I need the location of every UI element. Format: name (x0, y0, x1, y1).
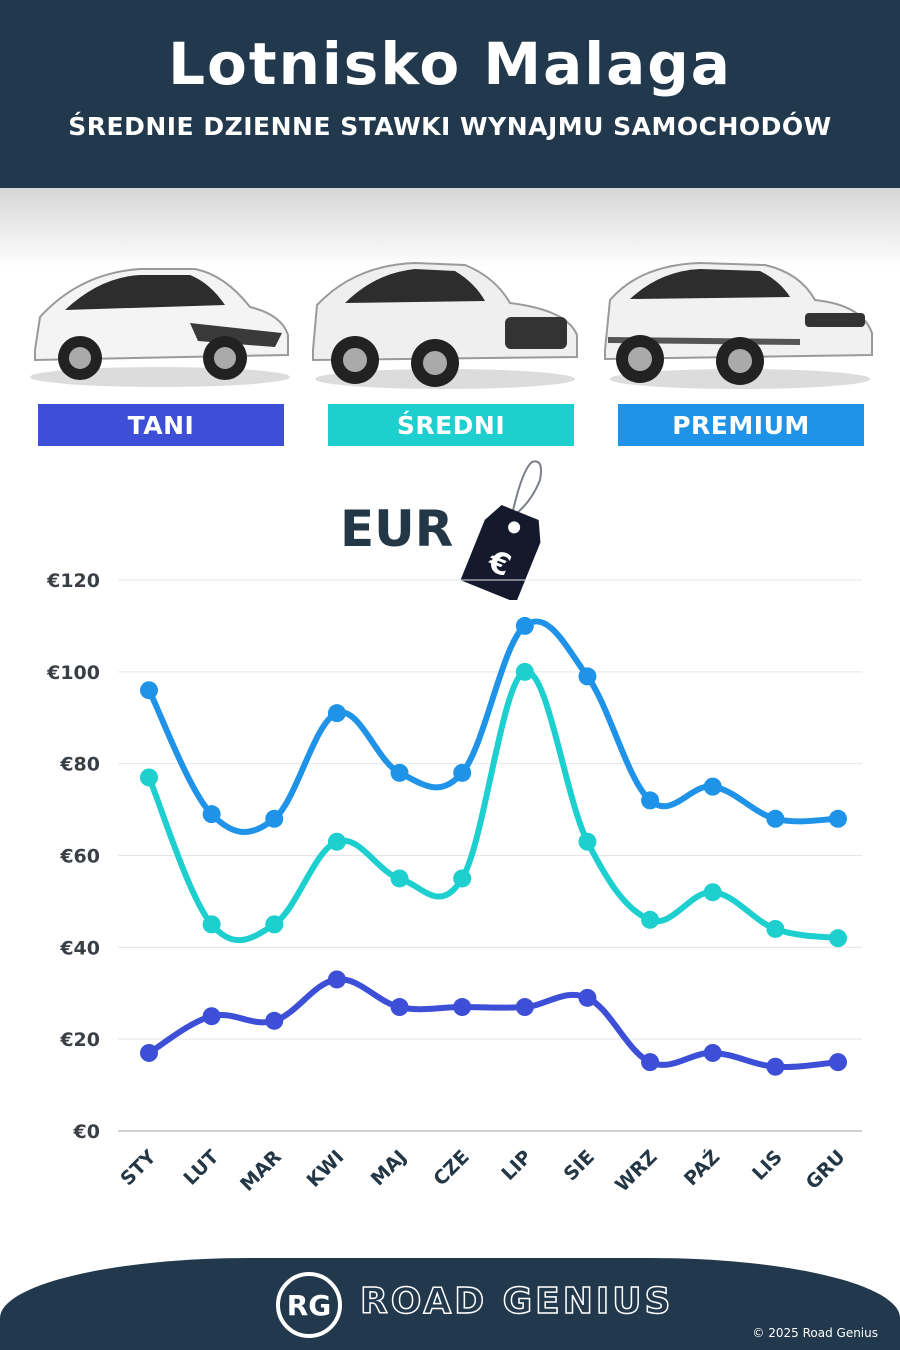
y-tick-label: €100 (46, 662, 100, 684)
data-point-premium (390, 763, 409, 782)
data-point-premium (453, 763, 472, 782)
data-point-sredni (641, 910, 660, 929)
data-point-sredni (829, 929, 847, 948)
data-point-premium (265, 809, 284, 828)
y-tick-label: €40 (59, 937, 100, 959)
data-point-tani (515, 998, 534, 1017)
data-point-tani (202, 1007, 221, 1026)
data-point-premium (578, 667, 597, 686)
x-tick-label: LIS (748, 1146, 787, 1185)
data-point-sredni (202, 915, 221, 934)
data-point-sredni (265, 915, 284, 934)
data-point-tani (453, 998, 472, 1017)
data-point-sredni (515, 662, 534, 681)
page-subtitle: ŚREDNIE DZIENNE STAWKI WYNAJMU SAMOCHODÓ… (68, 112, 832, 141)
x-tick-label: PAŹ (679, 1145, 724, 1190)
hatchback-car-icon (20, 255, 300, 395)
data-point-sredni (453, 869, 472, 888)
price-tag-icon: € (460, 460, 542, 600)
data-point-premium (703, 777, 722, 796)
data-point-sredni (578, 832, 597, 851)
currency-label: EUR (340, 500, 454, 558)
y-tick-label: €60 (59, 846, 100, 868)
header-banner: Lotnisko Malaga ŚREDNIE DZIENNE STAWKI W… (0, 0, 900, 188)
header-shadow (0, 188, 900, 268)
data-point-sredni (327, 832, 346, 851)
data-point-premium (327, 704, 346, 723)
category-badge-premium: PREMIUM (618, 404, 864, 446)
x-tick-label: LUT (179, 1146, 223, 1190)
data-point-tani (578, 988, 597, 1007)
data-point-tani (766, 1057, 785, 1076)
data-point-tani (140, 1043, 158, 1062)
data-point-premium (140, 681, 158, 700)
y-tick-label: €80 (59, 754, 100, 776)
series-line-sredni (146, 668, 841, 944)
suv-car-icon (305, 255, 585, 395)
data-point-tani (703, 1043, 722, 1062)
x-tick-label: SIE (560, 1146, 599, 1185)
category-badge-sredni: ŚREDNI (328, 404, 574, 446)
copyright: © 2025 Road Genius (752, 1326, 878, 1340)
data-point-premium (515, 616, 534, 635)
data-point-sredni (703, 883, 722, 902)
footer-bar (0, 1258, 900, 1350)
data-point-tani (265, 1011, 284, 1030)
x-tick-label: MAR (236, 1146, 286, 1196)
data-point-premium (766, 809, 785, 828)
data-point-tani (829, 1053, 847, 1072)
road-genius-logo: RG (276, 1272, 342, 1338)
data-point-premium (829, 809, 847, 828)
category-badge-tani: TANI (38, 404, 284, 446)
data-point-tani (327, 970, 346, 989)
y-tick-label: €120 (46, 570, 100, 592)
y-tick-label: €0 (73, 1121, 100, 1143)
x-tick-label: GRU (802, 1146, 850, 1194)
x-tick-label: STY (116, 1146, 160, 1190)
data-point-sredni (140, 768, 158, 787)
data-point-sredni (390, 869, 409, 888)
x-tick-label: CZE (429, 1146, 473, 1190)
y-tick-label: €20 (59, 1029, 100, 1051)
data-point-tani (390, 998, 409, 1017)
data-point-tani (641, 1053, 660, 1072)
x-tick-label: LIP (497, 1146, 536, 1185)
series-line-tani (146, 976, 841, 1071)
brand-name: ROAD GENIUS (359, 1280, 674, 1323)
data-point-premium (641, 791, 660, 810)
x-tick-label: WRZ (611, 1146, 661, 1196)
data-point-premium (202, 805, 221, 824)
premium-suv-icon (600, 255, 880, 395)
x-tick-label: MAJ (367, 1146, 411, 1190)
page-title: Lotnisko Malaga (168, 30, 732, 98)
line-chart: €0 €20 €40 €60 €80 €100 €120 STY LUT MAR KWI MAJ CZE… (46, 570, 862, 1196)
x-tick-label: KWI (303, 1146, 349, 1192)
data-point-sredni (766, 919, 785, 938)
series-line-premium (146, 618, 841, 835)
